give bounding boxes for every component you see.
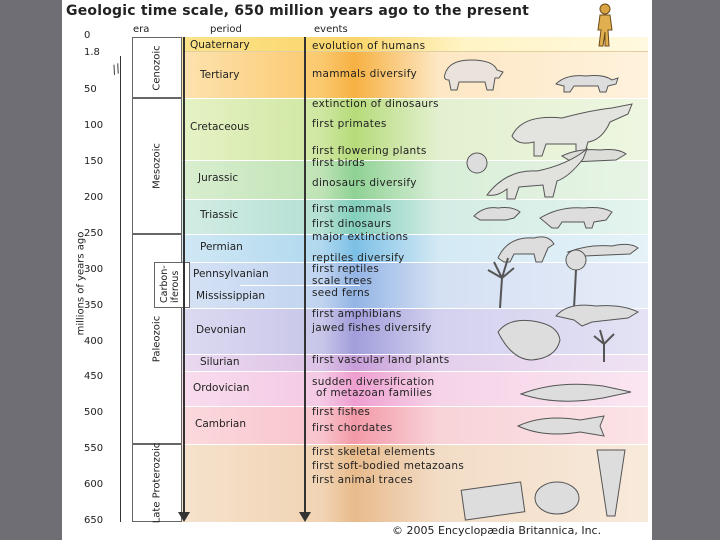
scale-tree-icon xyxy=(487,249,587,309)
y-axis-label: millions of years ago xyxy=(75,231,87,336)
events-header: events xyxy=(314,24,348,35)
jawed-fish-icon xyxy=(497,319,615,362)
band-quaternary xyxy=(182,37,648,51)
rhino-mammal-icon xyxy=(444,59,504,91)
period-header: period xyxy=(210,24,242,35)
period-pennsylvanian: Pennsylvanian xyxy=(193,268,269,280)
event-item: first mammals xyxy=(312,203,392,215)
era-late-proterozoic: Late Proterozoic xyxy=(132,442,182,524)
copyright-notice: © 2005 Encyclopædia Britannica, Inc. xyxy=(392,524,602,537)
time-scale-panel: Geologic time scale, 650 million years a… xyxy=(62,0,652,540)
event-item: first amphibians xyxy=(312,308,402,320)
period-cambrian: Cambrian xyxy=(195,418,246,430)
carboniferous-label: Carbon- iferous xyxy=(159,265,181,303)
period-mississippian: Mississippian xyxy=(196,290,266,302)
event-item: first fishes xyxy=(312,406,371,418)
tick-label: 1.8 xyxy=(84,47,100,58)
period-tertiary: Tertiary xyxy=(200,69,240,81)
period-quaternary: Quaternary xyxy=(190,39,250,51)
event-item: extinction of dinosaurs xyxy=(312,98,439,110)
event-item: dinosaurs diversify xyxy=(312,177,417,189)
event-item: first birds xyxy=(312,157,366,169)
tick-label: 450 xyxy=(84,371,104,382)
period-jurassic: Jurassic xyxy=(198,172,239,184)
event-item: first flowering plants xyxy=(312,145,427,157)
band-divider xyxy=(182,160,648,161)
tick-label: 150 xyxy=(84,156,104,167)
event-item: first chordates xyxy=(312,422,393,434)
tick-label: 300 xyxy=(84,264,104,275)
tick-label: 50 xyxy=(84,84,97,95)
event-item: seed ferns xyxy=(312,287,370,299)
period-permian: Permian xyxy=(200,241,243,253)
period-triassic: Triassic xyxy=(200,209,239,221)
cephalopod-icon xyxy=(519,383,632,402)
tick-label: 200 xyxy=(84,192,104,203)
tick-label: 250 xyxy=(84,228,104,239)
period-arrow-line xyxy=(304,37,306,515)
event-item: sudden diversification xyxy=(312,376,435,388)
event-item: first primates xyxy=(312,118,387,130)
event-item: first soft-bodied metazoans xyxy=(312,460,465,472)
amphibian-icon xyxy=(555,304,640,327)
band-divider xyxy=(182,308,648,309)
tick-label: 0 xyxy=(84,30,91,41)
age-axis-line xyxy=(120,56,121,522)
human-icon xyxy=(597,3,613,47)
era-mesozoic: Mesozoic xyxy=(132,98,182,234)
band-divider xyxy=(182,262,648,263)
early-mammal-icon xyxy=(473,207,613,229)
event-item: evolution of humans xyxy=(312,40,426,52)
event-item: mammals diversify xyxy=(312,68,418,80)
band-divider xyxy=(182,444,648,445)
period-cretaceous: Cretaceous xyxy=(190,121,250,133)
event-item: first skeletal elements xyxy=(312,446,436,458)
event-item: first reptiles xyxy=(312,263,380,275)
band-divider xyxy=(182,371,648,372)
band-divider xyxy=(182,234,648,235)
event-item: reptiles diversify xyxy=(312,252,405,264)
era-header: era xyxy=(133,24,150,35)
event-item: major extinctions xyxy=(312,231,409,243)
era-arrow-line xyxy=(183,37,185,515)
band-divider xyxy=(182,51,648,52)
band-divider xyxy=(240,285,360,286)
tick-label: 550 xyxy=(84,443,104,454)
era-cenozoic: Cenozoic xyxy=(132,37,182,98)
event-item: of metazoan families xyxy=(316,387,433,399)
era-label: Late Proterozoic xyxy=(151,442,163,524)
era-label: Paleozoic xyxy=(151,315,163,363)
band-divider xyxy=(182,199,648,200)
era-label: Mesozoic xyxy=(151,143,163,189)
event-item: first dinosaurs xyxy=(312,218,392,230)
tick-label: 600 xyxy=(84,479,104,490)
band-divider xyxy=(182,354,648,355)
band-divider xyxy=(182,98,648,99)
tick-label: 500 xyxy=(84,407,104,418)
reptile-icon xyxy=(497,236,639,263)
event-item: scale trees xyxy=(312,275,373,287)
metazoan-fossils-icon xyxy=(460,449,626,521)
event-item: jawed fishes diversify xyxy=(312,322,432,334)
period-devonian: Devonian xyxy=(196,324,246,336)
era-arrow-icon xyxy=(178,512,190,522)
early-fish-icon xyxy=(516,415,605,437)
era-label: Cenozoic xyxy=(151,44,163,91)
mammal-icon xyxy=(555,75,619,93)
period-silurian: Silurian xyxy=(200,356,240,368)
tick-label: 350 xyxy=(84,300,104,311)
period-ordovician: Ordovician xyxy=(193,382,250,394)
tick-label: 650 xyxy=(84,515,104,526)
band-divider xyxy=(182,406,648,407)
diagram-title: Geologic time scale, 650 million years a… xyxy=(66,3,530,19)
event-item: first vascular land plants xyxy=(312,354,450,366)
event-item: first animal traces xyxy=(312,474,414,486)
tick-label: 100 xyxy=(84,120,104,131)
flowering-plant-icon xyxy=(466,147,589,200)
period-arrow-icon xyxy=(299,512,311,522)
tick-label: 400 xyxy=(84,336,104,347)
